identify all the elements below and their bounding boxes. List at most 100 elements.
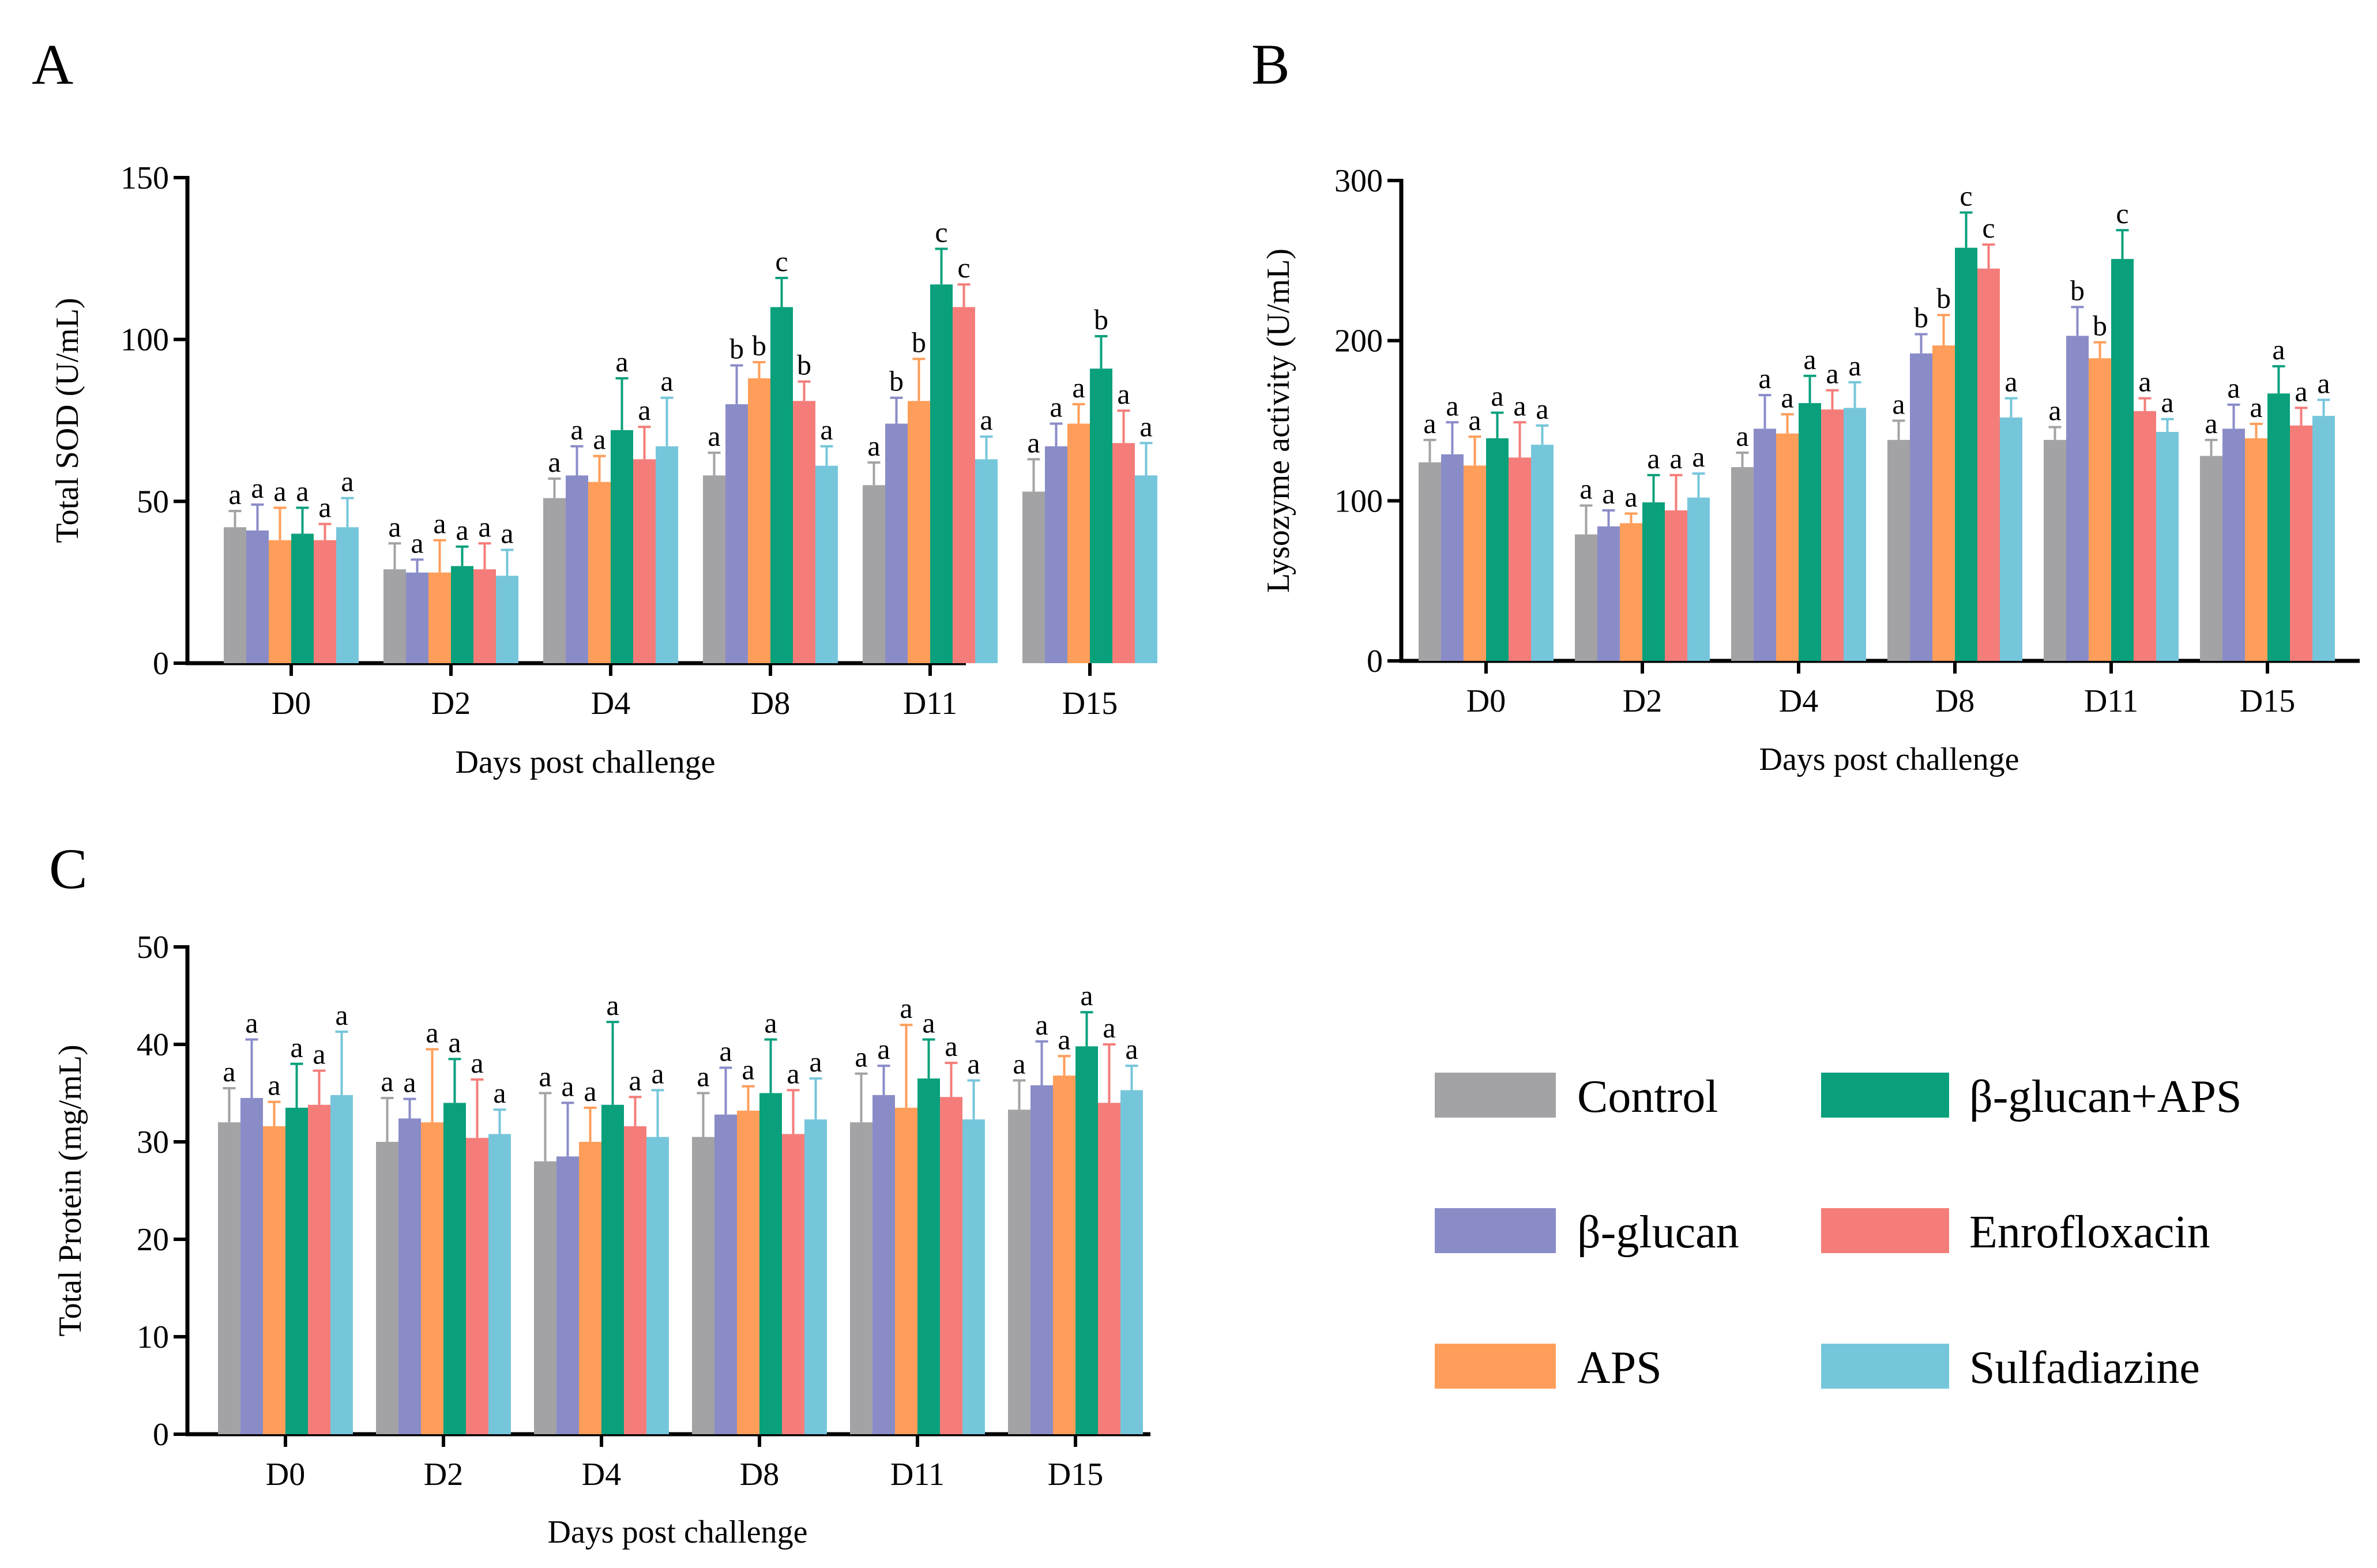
- significance-letter: a: [296, 475, 309, 507]
- legend-label-control: Control: [1577, 1071, 1718, 1122]
- bar: [1419, 462, 1441, 661]
- significance-letter: a: [2317, 367, 2330, 399]
- bar: [1754, 428, 1776, 661]
- bar: [376, 1142, 398, 1434]
- y-tick-label: 50: [137, 930, 169, 965]
- significance-letter: a: [268, 1069, 280, 1101]
- significance-letter: a: [290, 1031, 303, 1063]
- y-tick-label: 0: [1367, 644, 1383, 679]
- y-tick-label: 40: [137, 1027, 169, 1063]
- significance-letter: b: [889, 365, 904, 397]
- bar: [451, 566, 473, 663]
- significance-letter: a: [719, 1035, 732, 1067]
- significance-letter: a: [980, 404, 992, 436]
- significance-letter: a: [1579, 473, 1592, 505]
- bar: [1008, 1110, 1030, 1434]
- significance-letter: a: [1080, 979, 1093, 1012]
- significance-letter: a: [411, 527, 423, 559]
- significance-letter: a: [629, 1064, 641, 1096]
- significance-letter: a: [1027, 426, 1040, 458]
- bar: [1955, 247, 1977, 661]
- panel-c-y-axis-title: Total Protein (mg/mL): [52, 1044, 88, 1336]
- x-tick-label: D11: [903, 686, 957, 721]
- bar: [1597, 526, 1620, 661]
- bar: [566, 475, 588, 663]
- significance-letter: b: [2093, 309, 2107, 341]
- significance-letter: a: [615, 345, 628, 378]
- significance-letter: a: [651, 1057, 664, 1089]
- legend-label-beta-glucan-aps: β-glucan+APS: [1969, 1071, 2241, 1122]
- bar: [1731, 467, 1754, 661]
- bar: [308, 1104, 330, 1434]
- bar: [1022, 491, 1045, 663]
- bar: [872, 1095, 895, 1434]
- bar: [908, 401, 930, 663]
- significance-letter: a: [335, 999, 348, 1031]
- significance-letter: a: [1669, 442, 1682, 475]
- bar: [314, 540, 336, 663]
- significance-letter: a: [478, 510, 491, 543]
- significance-letter: a: [1446, 389, 1458, 422]
- significance-letter: a: [855, 1041, 867, 1073]
- y-tick-label: 300: [1334, 163, 1383, 199]
- y-tick-label: 100: [121, 322, 169, 358]
- panel-c-x-axis-title: Days post challenge: [548, 1514, 808, 1550]
- x-tick-label: D0: [272, 686, 311, 721]
- legend: Control β-glucan+APS β-glucan Enrofloxac…: [1435, 1071, 2241, 1393]
- x-tick-label: D11: [2084, 683, 2138, 719]
- significance-letter: a: [1468, 404, 1481, 436]
- y-tick-label: 150: [121, 160, 169, 196]
- bar: [2267, 393, 2290, 661]
- bar: [218, 1122, 240, 1434]
- bar: [330, 1095, 353, 1434]
- x-tick-label: D15: [1062, 686, 1118, 721]
- significance-letter: a: [539, 1061, 551, 1093]
- significance-letter: a: [1072, 371, 1085, 404]
- significance-letter: a: [1624, 481, 1637, 513]
- bar: [443, 1103, 466, 1434]
- panel-b-x-axis-title: Days post challenge: [1759, 742, 2019, 777]
- bar: [975, 459, 998, 663]
- significance-letter: a: [501, 517, 513, 550]
- bar: [2222, 428, 2245, 661]
- panel-a-x-axis-title: Days post challenge: [456, 744, 716, 780]
- bar: [1844, 408, 1866, 661]
- bar: [496, 576, 518, 663]
- significance-letter: a: [2161, 386, 2173, 419]
- bar: [1932, 345, 1955, 661]
- bar: [1075, 1046, 1098, 1434]
- bar: [1120, 1090, 1143, 1434]
- bar: [1642, 502, 1665, 661]
- significance-letter: a: [2048, 394, 2061, 427]
- bar: [1776, 433, 1799, 661]
- significance-letter: a: [945, 1030, 957, 1062]
- significance-letter: a: [388, 510, 401, 543]
- bar: [917, 1078, 940, 1434]
- bar: [1098, 1103, 1120, 1434]
- bar: [421, 1122, 443, 1434]
- x-tick-label: D8: [1935, 683, 1974, 719]
- x-tick-label: D11: [890, 1457, 945, 1492]
- significance-letter: a: [245, 1007, 258, 1039]
- bar: [770, 307, 793, 663]
- x-tick-label: D4: [591, 686, 630, 721]
- y-tick-label: 50: [137, 484, 169, 520]
- bar: [1799, 403, 1821, 661]
- x-tick-label: D2: [431, 686, 471, 721]
- significance-letter: a: [584, 1075, 596, 1107]
- significance-letter: a: [1803, 343, 1816, 375]
- x-tick-label: D0: [266, 1457, 305, 1492]
- significance-letter: a: [1058, 1023, 1070, 1055]
- bar: [815, 465, 838, 663]
- legend-swatch-enrofloxacin: [1821, 1208, 1949, 1253]
- bar: [2044, 439, 2066, 661]
- significance-letter: a: [1013, 1048, 1025, 1080]
- bar: [246, 530, 269, 663]
- bar: [1887, 439, 1910, 661]
- bar: [656, 446, 678, 663]
- bar: [895, 1107, 917, 1434]
- significance-letter: b: [797, 349, 811, 381]
- significance-letter: a: [471, 1047, 483, 1079]
- bar: [1486, 438, 1509, 661]
